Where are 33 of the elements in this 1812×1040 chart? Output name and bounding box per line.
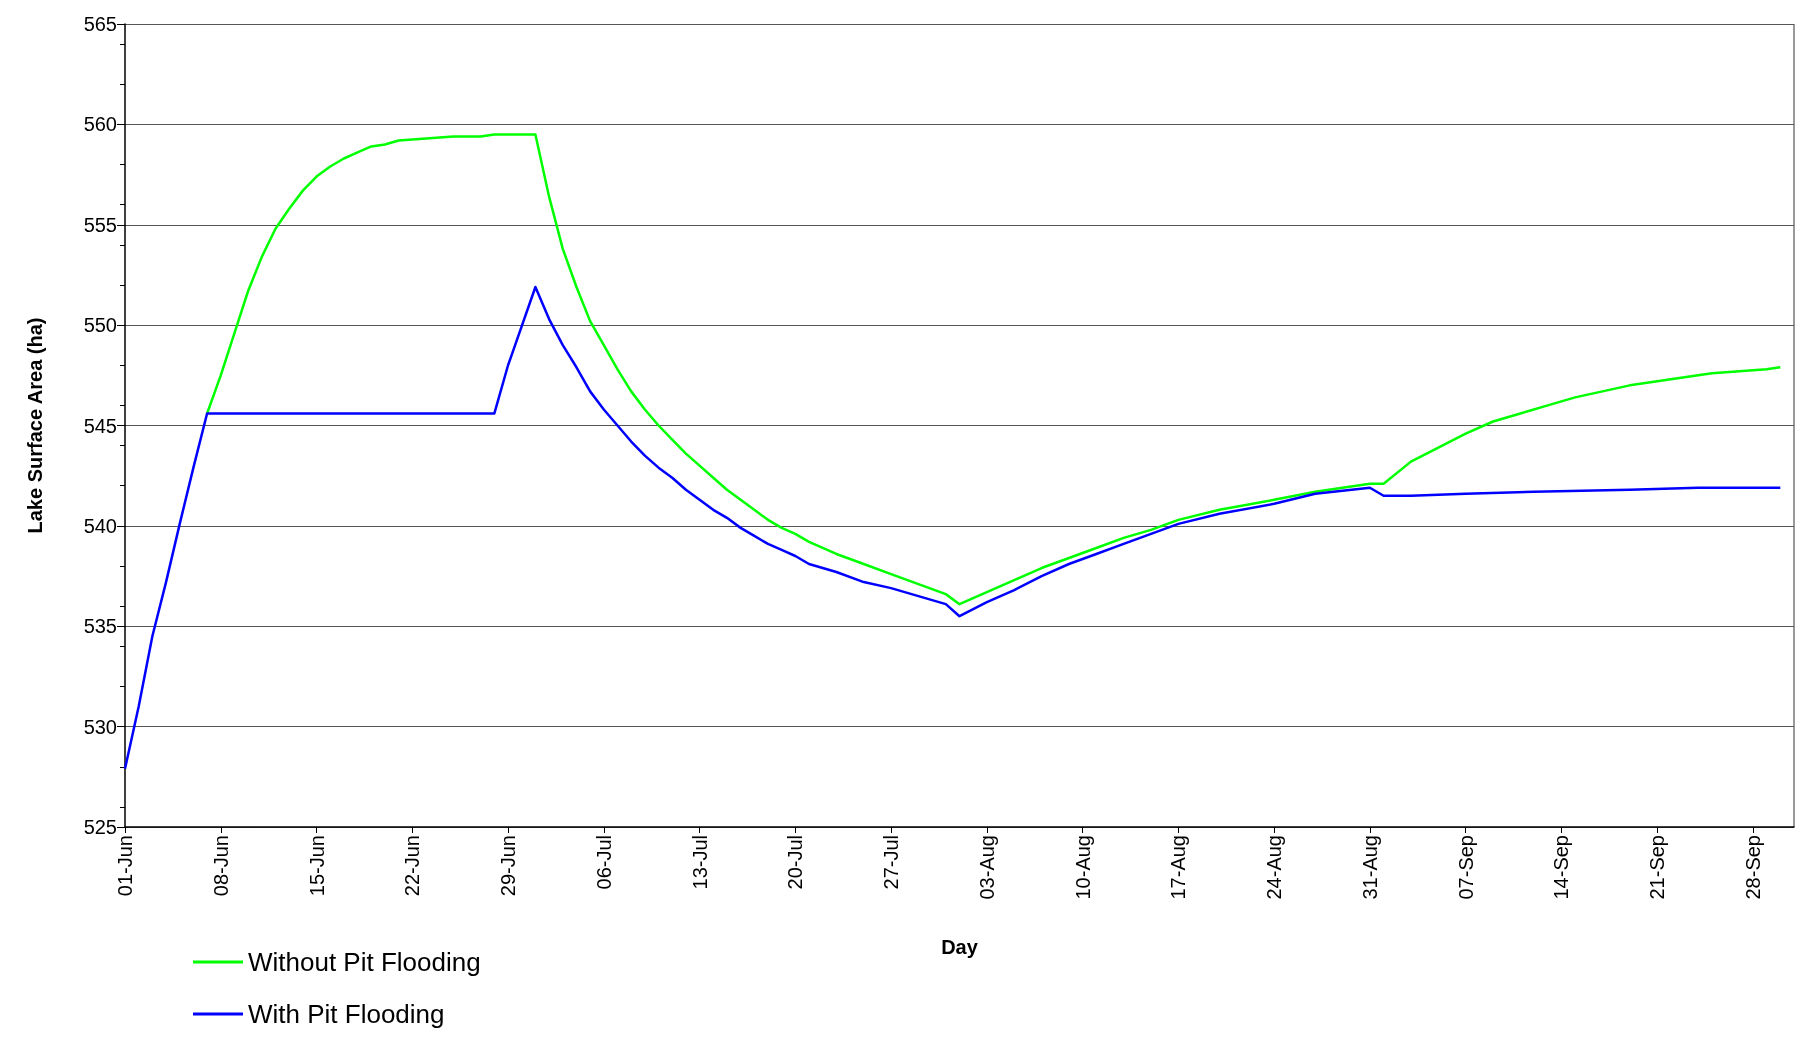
y-tick-label: 530 [83, 715, 117, 738]
y-tick-label: 565 [83, 13, 117, 35]
x-tick-label: 24-Aug [1263, 835, 1286, 900]
x-tick-label: 21-Sep [1646, 835, 1669, 900]
x-tick-label: 15-Jun [305, 835, 328, 897]
x-tick-label: 08-Jun [209, 835, 232, 897]
y-tick-label: 560 [83, 113, 117, 136]
x-tick-label: 29-Jun [497, 835, 520, 897]
x-tick-label: 06-Jul [592, 835, 615, 890]
x-tick-label: 07-Sep [1454, 835, 1477, 900]
x-tick-label: 28-Sep [1741, 835, 1764, 900]
x-axis-title: Day [941, 936, 979, 958]
line-series [123, 285, 1782, 771]
line-series [205, 133, 1782, 606]
x-tick-label: 27-Jul [880, 835, 903, 890]
x-tick-label: 17-Aug [1167, 835, 1190, 900]
y-tick-label: 535 [83, 615, 117, 638]
legend-label: With Pit Flooding [248, 999, 445, 1029]
legend-label: Without Pit Flooding [248, 947, 481, 977]
x-tick-label: 03-Aug [975, 835, 998, 900]
x-tick-label: 20-Jul [784, 835, 807, 890]
y-tick-label: 555 [83, 213, 117, 236]
y-axis-title: Lake Surface Area (ha) [24, 317, 46, 534]
y-tick-label: 545 [83, 414, 117, 437]
y-tick-label: 540 [83, 514, 117, 537]
y-tick-label: 550 [83, 314, 117, 337]
x-tick-label: 22-Jun [401, 835, 424, 897]
x-tick-label: 31-Aug [1358, 835, 1381, 900]
x-tick-label: 01-Jun [114, 835, 136, 897]
y-tick-label: 525 [83, 816, 117, 838]
x-tick-label: 10-Aug [1071, 835, 1094, 900]
x-tick-label: 13-Jul [688, 835, 711, 890]
x-tick-label: 14-Sep [1550, 835, 1573, 900]
